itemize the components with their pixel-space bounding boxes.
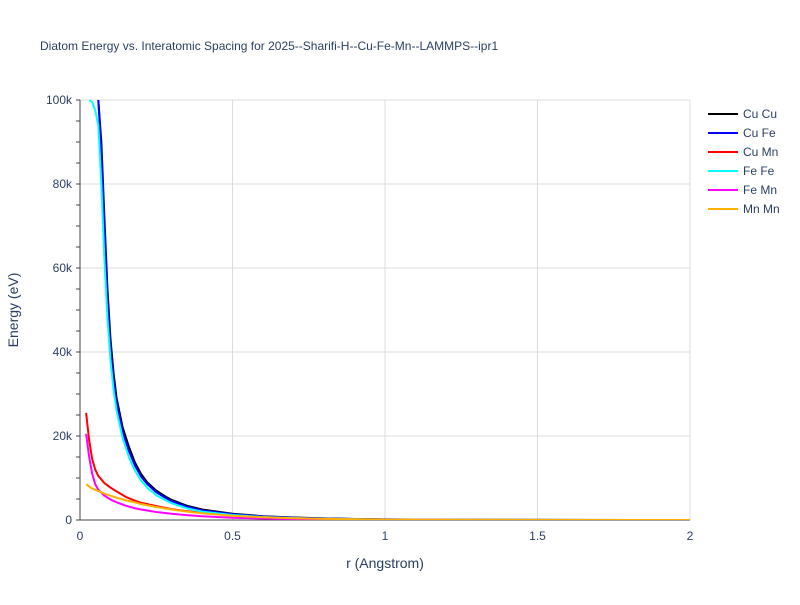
y-axis-title: Energy (eV) <box>5 273 21 348</box>
x-tick-label: 0.5 <box>224 529 241 543</box>
legend-label: Fe Fe <box>743 164 775 178</box>
legend-item-fe-fe[interactable]: Fe Fe <box>708 164 775 178</box>
y-tick-label: 20k <box>53 429 73 443</box>
x-tick-label: 1.5 <box>529 529 546 543</box>
y-tick-label: 40k <box>53 345 73 359</box>
x-tick-label: 2 <box>687 529 694 543</box>
series-line-mn-mn <box>85 483 690 520</box>
legend-label: Cu Mn <box>743 145 778 159</box>
legend-item-cu-mn[interactable]: Cu Mn <box>708 145 778 159</box>
x-tick-label: 1 <box>382 529 389 543</box>
y-tick-label: 60k <box>53 261 73 275</box>
x-tick-label: 0 <box>77 529 84 543</box>
legend[interactable]: Cu Cu Cu Fe Cu Mn Fe Fe Fe Mn Mn Mn <box>708 107 780 216</box>
legend-label: Cu Cu <box>743 107 777 121</box>
legend-label: Mn Mn <box>743 202 780 216</box>
legend-item-fe-mn[interactable]: Fe Mn <box>708 183 777 197</box>
legend-item-cu-fe[interactable]: Cu Fe <box>708 126 776 140</box>
y-tick-label: 80k <box>53 177 73 191</box>
legend-item-mn-mn[interactable]: Mn Mn <box>708 202 780 216</box>
legend-label: Cu Fe <box>743 126 776 140</box>
legend-label: Fe Mn <box>743 183 777 197</box>
chart-title: Diatom Energy vs. Interatomic Spacing fo… <box>40 39 498 53</box>
y-tick-label: 100k <box>46 93 73 107</box>
grid-layer <box>80 99 691 520</box>
legend-item-cu-cu[interactable]: Cu Cu <box>708 107 777 121</box>
y-tick-label: 0 <box>65 513 72 527</box>
x-axis-title: r (Angstrom) <box>346 555 424 571</box>
series-layer <box>85 100 690 520</box>
